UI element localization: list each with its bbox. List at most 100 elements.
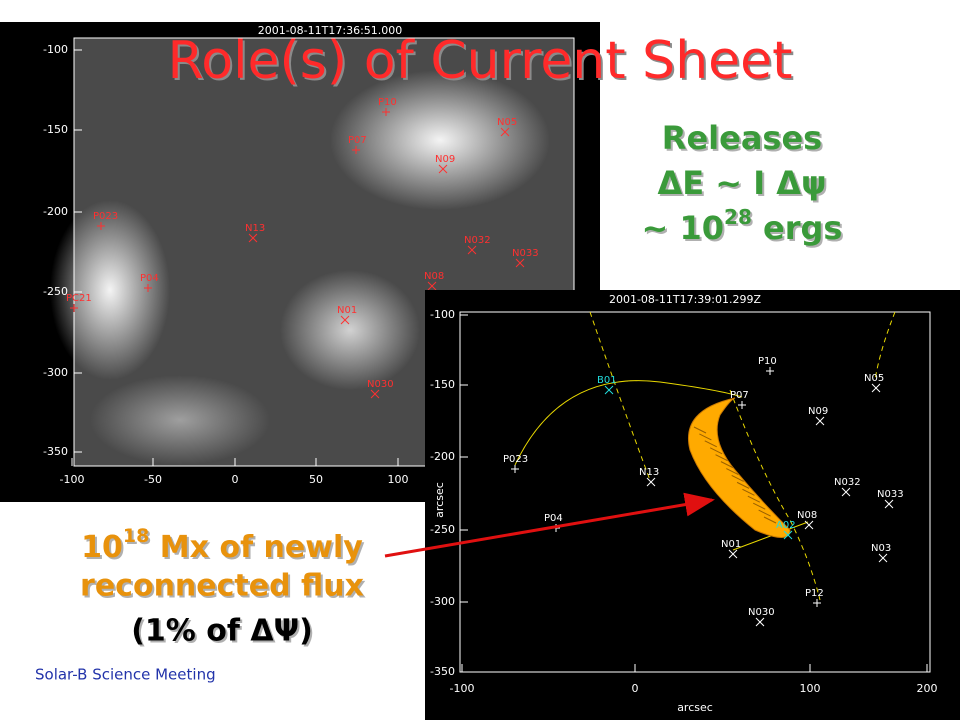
x-axis-label: arcsec <box>677 701 713 714</box>
point-label: N01 <box>721 539 741 550</box>
point-label: P07 <box>730 390 749 401</box>
marker <box>604 385 614 395</box>
sheet-hatch <box>753 502 766 510</box>
image-frame <box>425 290 960 720</box>
sheet-hatch <box>758 509 771 517</box>
point-label: N03 <box>871 543 891 554</box>
sheet-hatch <box>763 516 777 524</box>
sheet-hatch <box>693 426 707 434</box>
point-label: N030 <box>748 607 775 618</box>
marker <box>884 499 894 509</box>
y-tick-label: -250 <box>430 523 455 536</box>
field-arc <box>514 380 743 466</box>
marker <box>467 245 477 255</box>
right-image: 2001-08-11T17:39:01.299Z -100 -150 -200 -250… <box>425 290 960 720</box>
superscript: 28 <box>724 205 752 229</box>
y-tick-label: -350 <box>43 445 68 458</box>
text-part: ~ 10 <box>642 209 724 247</box>
timestamp: 2001-08-11T17:36:51.000 <box>258 24 403 37</box>
point-label: N033 <box>512 248 539 259</box>
marker <box>783 530 793 540</box>
sheet-hatch <box>720 461 734 469</box>
sheet-hatch <box>709 447 723 455</box>
x-tick-label: 0 <box>232 473 239 486</box>
point-label: N05 <box>864 373 884 384</box>
text-part: 10 <box>81 530 123 565</box>
y-tick-label: -250 <box>43 285 68 298</box>
point-label: P10 <box>378 97 397 108</box>
marker <box>841 487 851 497</box>
point-label: N033 <box>877 489 904 500</box>
point-label: N01 <box>337 305 357 316</box>
point-label: P12 <box>805 588 824 599</box>
marker <box>438 164 448 174</box>
y-tick-label: -300 <box>430 595 455 608</box>
left-image: 2001-08-11T17:36:51.000 -100 -150 -200 -250 -… <box>0 22 600 502</box>
x-tick-label: -50 <box>144 473 162 486</box>
x-tick-label: 100 <box>388 473 409 486</box>
point-label: P023 <box>93 211 118 222</box>
point-label: P04 <box>544 513 563 524</box>
x-tick-label: 50 <box>309 473 323 486</box>
point-label: N08 <box>424 271 444 282</box>
text-part: Mx of newly <box>149 530 363 565</box>
marker <box>871 383 881 393</box>
y-tick-label: -150 <box>43 123 68 136</box>
y-axis-label: arcsec <box>433 482 446 518</box>
point-label: N05 <box>497 117 517 128</box>
sheet-hatch <box>747 495 761 503</box>
point-label: PC21 <box>66 293 92 304</box>
y-tick-label: -350 <box>430 665 455 678</box>
y-tick-label: -200 <box>430 450 455 463</box>
point-label: N032 <box>464 235 491 246</box>
text-part: ergs <box>752 209 843 247</box>
sheet-hatch <box>704 440 717 448</box>
marker <box>340 315 350 325</box>
point-label: N13 <box>639 467 659 478</box>
y-tick-label: -100 <box>430 308 455 321</box>
superscript: 18 <box>123 525 149 547</box>
energy-line: ΔE ~ I Δψ <box>658 164 827 202</box>
sheet-hatch <box>715 454 728 462</box>
point-label: N09 <box>808 406 828 417</box>
point-label: N13 <box>245 223 265 234</box>
x-tick-label: 0 <box>632 682 639 695</box>
slide-title: Role(s) of Current Sheet <box>167 31 792 91</box>
marker <box>646 477 656 487</box>
flux-line: 1018 Mx of newly <box>81 525 363 565</box>
point-label: P023 <box>503 454 528 465</box>
marker <box>728 549 738 559</box>
point-label: P10 <box>758 356 777 367</box>
energy-line: Releases <box>662 119 822 157</box>
sheet-hatch <box>731 475 744 482</box>
point-label: A02 <box>776 520 796 531</box>
marker <box>804 520 814 530</box>
marker <box>370 389 380 399</box>
bright-region <box>90 375 270 465</box>
point-label: N030 <box>367 379 394 390</box>
plot-frame <box>459 311 931 673</box>
marker <box>248 233 258 243</box>
point-label: N032 <box>834 477 861 488</box>
point-label: N09 <box>435 154 455 165</box>
field-line <box>729 389 821 601</box>
sheet-hatch <box>742 488 755 496</box>
marker <box>878 553 888 563</box>
sheet-hatch <box>736 481 750 489</box>
arrow <box>384 492 715 558</box>
bright-region <box>280 270 420 390</box>
y-tick-label: -300 <box>43 366 68 379</box>
point-label: P04 <box>140 273 159 284</box>
footer: Solar-B Science Meeting <box>35 666 216 684</box>
x-tick-label: -100 <box>450 682 475 695</box>
y-tick-label: -150 <box>430 378 455 391</box>
marker <box>427 281 437 291</box>
y-tick-label: -100 <box>43 43 68 56</box>
field-line <box>589 311 651 481</box>
sheet-hatch <box>699 433 712 441</box>
sheet-hatch <box>726 468 739 475</box>
point-label: P07 <box>348 135 367 146</box>
marker <box>815 416 825 426</box>
